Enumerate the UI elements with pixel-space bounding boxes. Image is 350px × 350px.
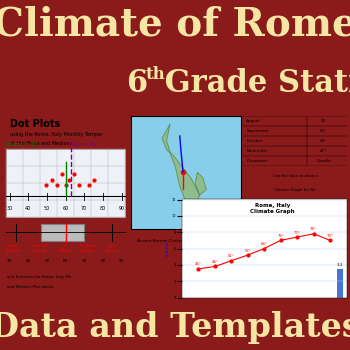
Text: Data and Templates: Data and Templates (0, 311, 350, 344)
Text: 55°: 55° (320, 139, 328, 143)
Text: 80: 80 (100, 259, 106, 263)
Text: 40: 40 (25, 206, 32, 211)
Text: Lower
Extreme: Lower Extreme (6, 244, 21, 253)
Text: 30: 30 (7, 259, 12, 263)
Text: Ancient Roman Civilization began by Rome, Italy: Ancient Roman Civilization began by Rome… (136, 239, 237, 243)
Text: November: November (246, 149, 268, 153)
Text: 63°: 63° (320, 129, 328, 133)
Text: 77°: 77° (294, 231, 301, 234)
Text: Grade Statistics: Grade Statistics (154, 68, 350, 99)
Text: Climate Graph for Ro: Climate Graph for Ro (274, 188, 316, 191)
Text: 70°: 70° (327, 234, 334, 238)
Text: 78°: 78° (310, 228, 317, 231)
Text: 72 Upper
Quartile: 72 Upper Quartile (79, 244, 95, 253)
Text: 60: 60 (63, 206, 69, 211)
Text: Median = 60: Median = 60 (6, 142, 37, 147)
Text: 40: 40 (26, 259, 31, 263)
Text: 70: 70 (321, 119, 327, 122)
Text: Dot Plots: Dot Plots (10, 119, 60, 129)
Text: December: December (246, 159, 268, 163)
Text: 90: 90 (118, 206, 125, 211)
Text: Upper
Extrem: Upper Extrem (105, 244, 118, 253)
Text: using the Rome, Italy Monthly Temper: using the Rome, Italy Monthly Temper (10, 132, 103, 137)
Text: 51°: 51° (228, 254, 235, 258)
Bar (41, 224, 84, 240)
Text: September: September (246, 129, 269, 133)
Bar (337, 269, 343, 298)
Text: DataSe: DataSe (316, 159, 331, 163)
Text: 30: 30 (7, 206, 13, 211)
Text: 80: 80 (100, 206, 106, 211)
Text: and Whisker Plot above.: and Whisker Plot above. (7, 285, 55, 289)
Polygon shape (162, 125, 206, 209)
Text: Use the data to draw a: Use the data to draw a (273, 174, 317, 178)
Text: Mean = 61: Mean = 61 (69, 142, 96, 147)
Text: 47°: 47° (320, 149, 327, 153)
Text: 75°: 75° (277, 234, 284, 238)
Text: 64°: 64° (261, 242, 268, 246)
Text: th: th (145, 66, 165, 83)
Text: Rome, Italy
Climate Graph: Rome, Italy Climate Graph (250, 203, 295, 214)
Text: Climate of Rome: Climate of Rome (0, 5, 350, 43)
Text: 3.3: 3.3 (337, 263, 343, 267)
Text: 46°: 46° (211, 260, 218, 264)
Text: 60
Median: 60 Median (59, 244, 72, 253)
Text: 70: 70 (82, 259, 87, 263)
Text: August: August (246, 119, 261, 122)
Y-axis label: ion (in): ion (in) (166, 241, 170, 256)
Text: and Extremes for Rome, Italy Mo: and Extremes for Rome, Italy Mo (7, 275, 71, 279)
Text: 90: 90 (119, 259, 124, 263)
Text: 50: 50 (44, 259, 50, 263)
Text: 50: 50 (44, 206, 50, 211)
Text: Lower 49
Quartile: Lower 49 Quartile (32, 244, 48, 253)
Text: 57°: 57° (244, 248, 251, 253)
Text: 45°: 45° (195, 262, 202, 266)
Text: 70: 70 (81, 206, 88, 211)
Text: 6: 6 (126, 68, 147, 99)
Text: 60: 60 (63, 259, 68, 263)
Text: at the Mean and Medians: at the Mean and Medians (10, 141, 72, 146)
Text: October: October (246, 139, 263, 143)
